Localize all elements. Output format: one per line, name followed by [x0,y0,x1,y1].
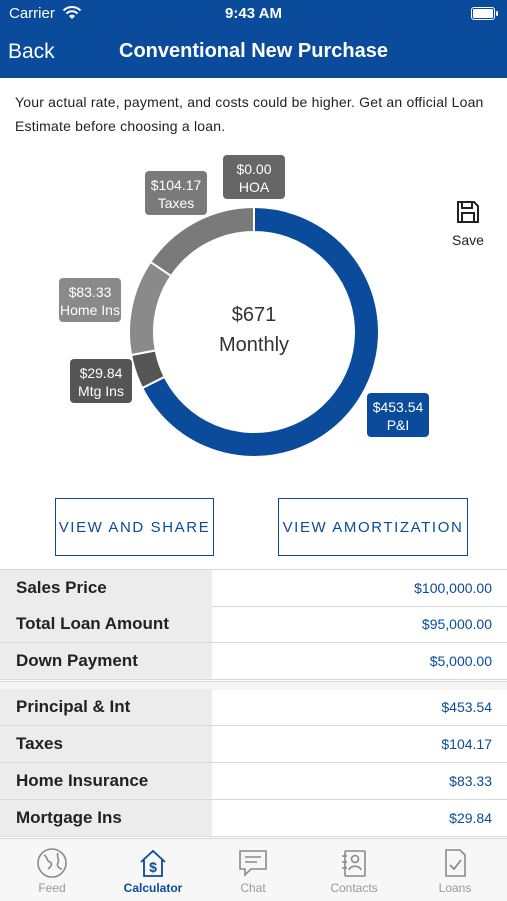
slice-label-amount: $83.33 [69,284,112,300]
slice-label-taxes: $104.17 Taxes [145,171,207,215]
tab-label: Feed [38,881,66,895]
disclaimer-text: Your actual rate, payment, and costs cou… [15,94,484,134]
breakdown-row-taxes: Taxes $104.17 [0,726,507,763]
tab-chat[interactable]: Chat [203,839,303,901]
row-label: Taxes [0,726,212,762]
tab-label: Loans [438,881,472,895]
row-value: $104.17 [441,736,492,752]
document-check-icon [445,849,466,877]
summary-row-down-payment: Down Payment $5,000.00 [0,643,507,680]
chart-center-amount: $671 [232,304,277,326]
chat-icon [239,850,267,877]
clock: 9:43 AM [225,5,282,22]
tab-label: Chat [240,881,266,895]
row-value: $453.54 [441,699,492,715]
tab-label: Calculator [123,881,183,895]
row-label: Sales Price [0,570,212,606]
save-button[interactable]: Save [447,199,489,248]
row-label: Principal & Int [0,689,212,725]
tab-loans[interactable]: Loans [405,839,505,901]
tab-calculator[interactable]: $ Calculator [103,839,203,901]
save-label: Save [452,232,484,248]
row-value: $83.33 [449,773,492,789]
slice-label-name: Taxes [158,195,195,211]
slice-label-name: Mtg Ins [78,383,124,399]
wifi-icon [62,5,82,25]
row-label: Mortgage Ins [0,800,212,836]
row-label: Down Payment [0,643,212,679]
house-dollar-icon: $ [140,849,166,877]
row-value: $29.84 [449,810,492,826]
slice-label-name: Home Ins [60,302,120,318]
summary-row-sales-price: Sales Price $100,000.00 [0,569,507,607]
slice-label-amount: $104.17 [151,177,202,193]
row-label: Total Loan Amount [0,606,212,642]
payment-donut-chart: $671 Monthly $453.54 P&I $29.84 Mtg Ins $83.… [59,155,429,458]
donut-slice-p-i [140,205,380,458]
carrier-label: Carrier [9,5,55,22]
donut-slice-taxes [149,205,255,278]
row-value: $5,000.00 [429,653,492,669]
tab-label: Contacts [330,881,378,895]
slice-label-name: HOA [239,179,270,195]
slice-label-mtg-ins: $29.84 Mtg Ins [70,359,132,403]
breakdown-row-home-insurance: Home Insurance $83.33 [0,763,507,800]
breakdown-row-principal-int: Principal & Int $453.54 [0,689,507,726]
row-value: $100,000.00 [414,580,492,596]
tab-bar: Feed $ Calculator Chat Contacts Loans [0,838,507,901]
battery-icon [471,7,498,20]
back-button[interactable]: Back [8,40,55,63]
view-amortization-button[interactable]: VIEW AMORTIZATION [278,498,468,556]
summary-row-total-loan-amount: Total Loan Amount $95,000.00 [0,606,507,643]
slice-label-name: P&I [387,417,410,433]
breakdown-row-mortgage-ins: Mortgage Ins $29.84 [0,800,507,837]
slice-label-amount: $0.00 [236,161,271,177]
view-and-share-button[interactable]: VIEW AND SHARE [55,498,214,556]
floppy-disk-icon [457,201,479,223]
page-title: Conventional New Purchase [119,40,388,62]
section-divider [0,681,507,690]
donut-slice-home-ins [128,260,173,357]
status-bar: Carrier 9:43 AM [0,0,507,28]
slice-label-p-i: $453.54 P&I [367,393,429,437]
globe-icon [37,848,67,878]
row-value: $95,000.00 [421,616,492,632]
slice-label-home-ins: $83.33 Home Ins [59,278,121,322]
row-label: Home Insurance [0,763,212,799]
chart-center-period: Monthly [219,334,289,356]
tab-feed[interactable]: Feed [2,839,102,901]
slice-label-amount: $453.54 [373,399,424,415]
svg-text:$: $ [149,859,157,875]
slice-label-hoa: $0.00 HOA [223,155,285,199]
tab-contacts[interactable]: Contacts [304,839,404,901]
contacts-icon [342,850,366,877]
slice-label-amount: $29.84 [80,365,123,381]
navigation-bar: Back Conventional New Purchase [0,28,507,78]
